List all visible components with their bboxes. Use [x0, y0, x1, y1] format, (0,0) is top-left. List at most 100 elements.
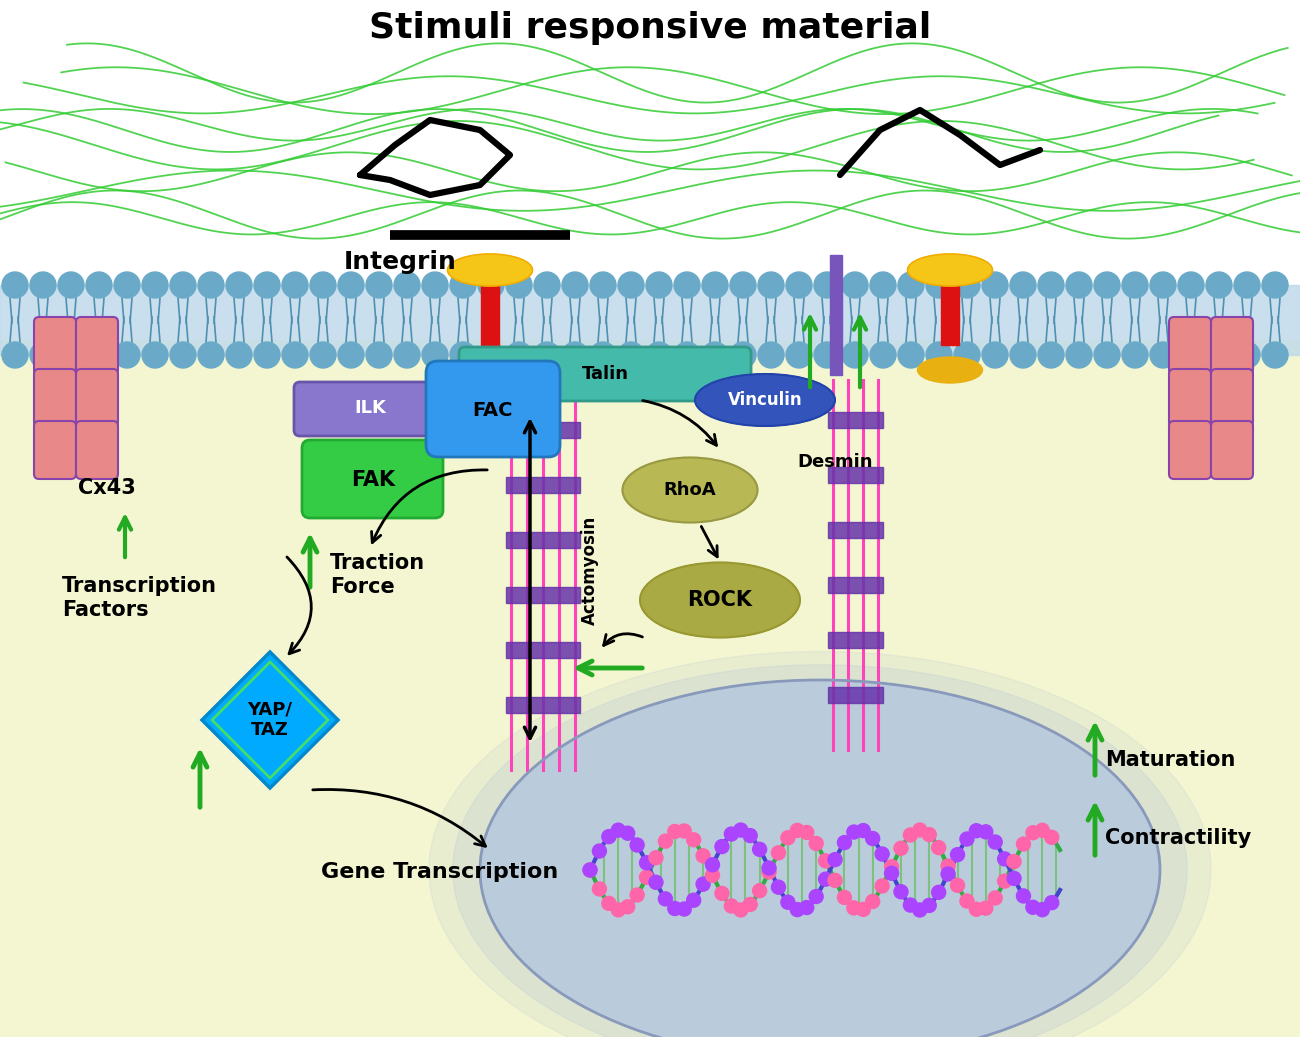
Bar — [828, 577, 883, 593]
Ellipse shape — [907, 254, 992, 286]
Circle shape — [142, 272, 168, 298]
Circle shape — [1066, 272, 1092, 298]
Text: Stimuli responsive material: Stimuli responsive material — [369, 11, 931, 45]
Circle shape — [950, 847, 965, 862]
Circle shape — [950, 878, 965, 893]
Circle shape — [819, 872, 832, 887]
Circle shape — [602, 830, 616, 844]
Circle shape — [715, 887, 729, 900]
Circle shape — [1178, 272, 1204, 298]
Circle shape — [771, 846, 785, 860]
Circle shape — [170, 272, 196, 298]
Circle shape — [506, 272, 532, 298]
Circle shape — [30, 272, 56, 298]
Circle shape — [394, 272, 420, 298]
Circle shape — [367, 342, 393, 368]
Circle shape — [282, 272, 308, 298]
Circle shape — [702, 342, 728, 368]
Circle shape — [1262, 342, 1288, 368]
Circle shape — [1234, 272, 1260, 298]
Circle shape — [866, 832, 880, 845]
Circle shape — [941, 867, 956, 881]
Circle shape — [686, 833, 701, 847]
Ellipse shape — [458, 357, 523, 383]
Circle shape — [1150, 342, 1176, 368]
Circle shape — [646, 342, 672, 368]
Circle shape — [1066, 342, 1092, 368]
Circle shape — [582, 863, 597, 877]
Circle shape — [696, 877, 710, 891]
Circle shape — [1178, 342, 1204, 368]
Text: Transcription
Factors: Transcription Factors — [62, 577, 217, 619]
Circle shape — [668, 824, 681, 839]
Circle shape — [562, 342, 588, 368]
Circle shape — [1008, 871, 1020, 886]
Circle shape — [814, 342, 840, 368]
Circle shape — [618, 272, 644, 298]
Circle shape — [1095, 272, 1121, 298]
Circle shape — [970, 902, 983, 917]
Circle shape — [338, 342, 364, 368]
FancyBboxPatch shape — [75, 421, 118, 479]
Circle shape — [1017, 837, 1031, 851]
Circle shape — [809, 837, 823, 850]
Circle shape — [842, 272, 868, 298]
Circle shape — [800, 825, 814, 840]
Circle shape — [1122, 272, 1148, 298]
Circle shape — [1010, 342, 1036, 368]
Circle shape — [884, 860, 898, 874]
Bar — [506, 422, 580, 438]
Circle shape — [1045, 831, 1058, 844]
Text: Cx43: Cx43 — [78, 478, 135, 498]
Bar — [828, 632, 883, 648]
Circle shape — [620, 900, 634, 914]
Circle shape — [58, 342, 84, 368]
Circle shape — [1206, 342, 1232, 368]
Circle shape — [702, 272, 728, 298]
Circle shape — [478, 342, 504, 368]
Text: Traction
Force: Traction Force — [330, 554, 425, 596]
Circle shape — [198, 272, 224, 298]
Circle shape — [422, 272, 448, 298]
Circle shape — [506, 342, 532, 368]
Circle shape — [114, 342, 140, 368]
Circle shape — [733, 903, 748, 917]
Ellipse shape — [429, 651, 1212, 1037]
Text: FAC: FAC — [473, 400, 514, 420]
Circle shape — [715, 840, 729, 853]
Circle shape — [758, 342, 784, 368]
Text: RhoA: RhoA — [664, 481, 716, 499]
Circle shape — [954, 272, 980, 298]
Circle shape — [762, 861, 776, 875]
Circle shape — [611, 903, 625, 917]
Circle shape — [1262, 272, 1288, 298]
Bar — [828, 412, 883, 428]
Circle shape — [809, 890, 823, 903]
Ellipse shape — [480, 680, 1160, 1037]
Circle shape — [913, 903, 927, 917]
Circle shape — [582, 863, 597, 877]
Circle shape — [254, 342, 280, 368]
Circle shape — [86, 342, 112, 368]
Circle shape — [170, 342, 196, 368]
Bar — [0, 285, 1300, 355]
Circle shape — [1026, 825, 1040, 840]
FancyBboxPatch shape — [34, 369, 75, 427]
Bar — [828, 686, 883, 703]
Circle shape — [142, 342, 168, 368]
Circle shape — [677, 902, 692, 916]
Circle shape — [478, 272, 504, 298]
Circle shape — [898, 272, 924, 298]
Circle shape — [814, 272, 840, 298]
Bar — [828, 522, 883, 538]
Circle shape — [630, 838, 644, 852]
Bar — [506, 532, 580, 548]
Circle shape — [1037, 342, 1063, 368]
Circle shape — [959, 832, 974, 846]
Circle shape — [932, 886, 945, 899]
Ellipse shape — [452, 665, 1187, 1037]
Text: Talin: Talin — [581, 365, 628, 383]
Bar — [0, 340, 1300, 1037]
Text: YAP/
TAZ: YAP/ TAZ — [247, 701, 292, 739]
Circle shape — [941, 859, 956, 873]
